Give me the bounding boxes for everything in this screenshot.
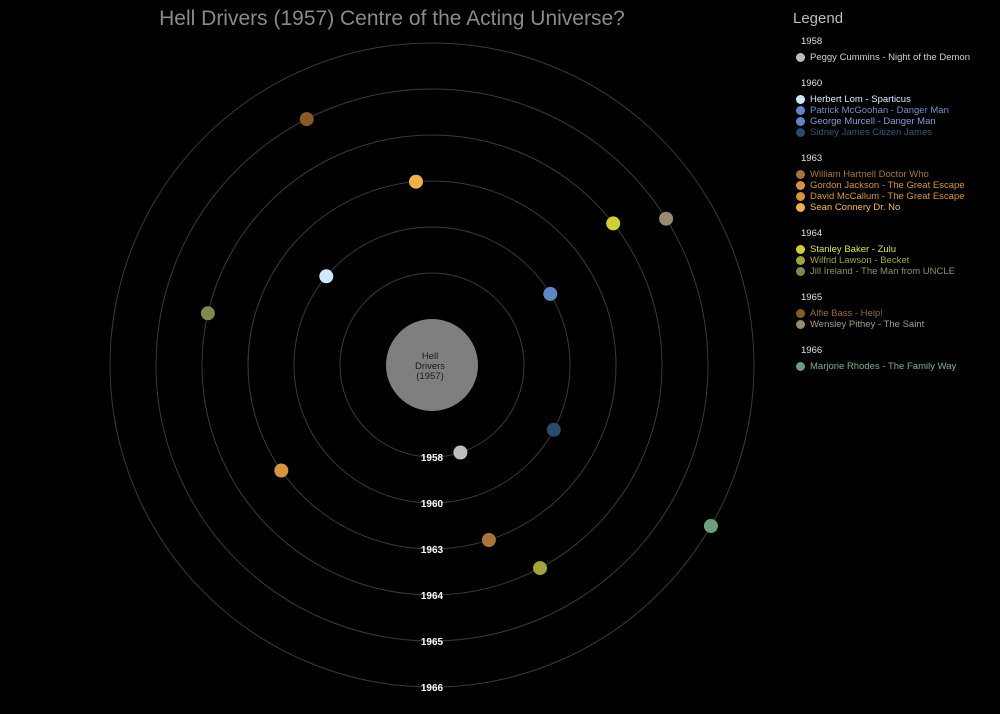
legend-label: Sidney James Citizen James (810, 127, 932, 138)
legend-group-title: 1964 (793, 224, 998, 244)
legend-label: Patrick McGoohan - Danger Man (810, 105, 949, 116)
legend-label: George Murcell - Danger Man (810, 116, 936, 127)
legend-item[interactable]: Patrick McGoohan - Danger Man (793, 105, 998, 116)
legend-label: Herbert Lom - Sparticus (810, 94, 911, 105)
legend-group-1958: 1958 Peggy Cummins - Night of the Demon (793, 32, 998, 63)
legend-item[interactable]: Peggy Cummins - Night of the Demon (793, 52, 998, 63)
legend-item[interactable]: Gordon Jackson - The Great Escape (793, 180, 998, 191)
actor-point[interactable]: Peggy Cummins - Night of the Demon (453, 446, 467, 460)
legend-item[interactable]: Herbert Lom - Sparticus (793, 94, 998, 105)
legend-swatch-dot (796, 53, 805, 62)
legend-item[interactable]: George Murcell - Danger Man (793, 116, 998, 127)
legend-swatch-dot (796, 256, 805, 265)
actor-point[interactable]: Stanley Baker - Zulu (606, 216, 620, 230)
actor-point[interactable]: Marjorie Rhodes - The Family Way (704, 519, 718, 533)
legend-title: Legend (793, 8, 998, 32)
legend-item[interactable]: Marjorie Rhodes - The Family Way (793, 361, 998, 372)
legend-label: Stanley Baker - Zulu (810, 244, 896, 255)
legend-label: Marjorie Rhodes - The Family Way (810, 361, 956, 372)
legend: Legend 1958 Peggy Cummins - Night of the … (793, 8, 998, 383)
legend-swatch-dot (796, 309, 805, 318)
legend-group-1960: 1960 Herbert Lom - Sparticus Patrick McGoo… (793, 74, 998, 138)
legend-swatch-dot (796, 170, 805, 179)
legend-label: Wensley Pithey - The Saint (810, 319, 924, 330)
legend-item[interactable]: Wilfrid Lawson - Becket (793, 255, 998, 266)
actor-point[interactable]: Alfie Bass - Help! (300, 112, 314, 126)
legend-item[interactable]: Sean Connery Dr. No (793, 202, 998, 213)
legend-swatch-dot (796, 267, 805, 276)
legend-label: Sean Connery Dr. No (810, 202, 900, 213)
ring-label-1966: 1966 (421, 683, 444, 694)
legend-label: Peggy Cummins - Night of the Demon (810, 52, 970, 63)
legend-groups: 1958 Peggy Cummins - Night of the Demon 19… (793, 32, 998, 372)
legend-item[interactable]: David McCallum - The Great Escape (793, 191, 998, 202)
legend-swatch-dot (796, 181, 805, 190)
legend-label: Jill Ireland - The Man from UNCLE (810, 266, 955, 277)
legend-swatch-dot (796, 117, 805, 126)
legend-group-title: 1965 (793, 288, 998, 308)
actor-point[interactable]: Wilfrid Lawson - Becket (533, 561, 547, 575)
ring-year-labels: 1958 1960 1963 1964 1965 1966 (421, 453, 444, 694)
legend-swatch-dot (796, 192, 805, 201)
center-label-line: (1957) (416, 371, 443, 382)
legend-label: William Hartnell Doctor Who (810, 169, 929, 180)
legend-item[interactable]: Alfie Bass - Help! (793, 308, 998, 319)
legend-group-title: 1966 (793, 341, 998, 361)
actor-point[interactable]: William Hartnell Doctor Who (482, 533, 496, 547)
ring-label-1964: 1964 (421, 591, 444, 602)
legend-group-title: 1960 (793, 74, 998, 94)
actor-point[interactable]: Patrick McGoohan - Danger Man (543, 287, 557, 301)
legend-label: Wilfrid Lawson - Becket (810, 255, 909, 266)
chart-title: Hell Drivers (1957) Centre of the Acting… (159, 7, 625, 30)
legend-label: Gordon Jackson - The Great Escape (810, 180, 965, 191)
legend-group-1964: 1964 Stanley Baker - Zulu Wilfrid Lawson -… (793, 224, 998, 277)
legend-swatch-dot (796, 128, 805, 137)
legend-group-1966: 1966 Marjorie Rhodes - The Family Way (793, 341, 998, 372)
actor-point[interactable]: Wensley Pithey - The Saint (659, 212, 673, 226)
ring-label-1960: 1960 (421, 499, 444, 510)
actor-point[interactable]: Jill Ireland - The Man from UNCLE (201, 306, 215, 320)
ring-label-1963: 1963 (421, 545, 444, 556)
legend-swatch-dot (796, 203, 805, 212)
legend-swatch-dot (796, 95, 805, 104)
legend-label: David McCallum - The Great Escape (810, 191, 965, 202)
legend-group-1965: 1965 Alfie Bass - Help! Wensley Pithey - T… (793, 288, 998, 330)
ring-label-1958: 1958 (421, 453, 444, 464)
actor-point[interactable]: Sean Connery Dr. No (409, 175, 423, 189)
legend-swatch-dot (796, 245, 805, 254)
legend-item[interactable]: William Hartnell Doctor Who (793, 169, 998, 180)
legend-group-1963: 1963 William Hartnell Doctor Who Gordon Ja… (793, 149, 998, 213)
actor-point[interactable]: Gordon Jackson - The Great Escape (274, 464, 288, 478)
legend-label: Alfie Bass - Help! (810, 308, 883, 319)
legend-item[interactable]: Wensley Pithey - The Saint (793, 319, 998, 330)
legend-swatch-dot (796, 362, 805, 371)
actor-point[interactable]: Herbert Lom - Sparticus (319, 269, 333, 283)
legend-group-title: 1963 (793, 149, 998, 169)
legend-item[interactable]: Jill Ireland - The Man from UNCLE (793, 266, 998, 277)
legend-group-title: 1958 (793, 32, 998, 52)
legend-item[interactable]: Stanley Baker - Zulu (793, 244, 998, 255)
actor-point[interactable]: Sidney James Citizen James (547, 423, 561, 437)
legend-swatch-dot (796, 320, 805, 329)
legend-swatch-dot (796, 106, 805, 115)
ring-label-1965: 1965 (421, 637, 444, 648)
legend-item[interactable]: Sidney James Citizen James (793, 127, 998, 138)
